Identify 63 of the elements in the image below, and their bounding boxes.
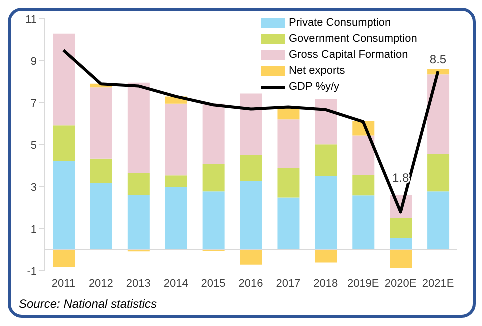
bar [390,250,412,268]
bar [428,192,450,250]
bar [428,154,450,192]
x-tick-label: 2013 [126,278,151,290]
y-tick-label: 3 [30,182,37,194]
bar [202,192,225,250]
bar [428,69,450,75]
bar [165,104,188,176]
x-tick-label: 2018 [314,278,338,290]
bar [390,238,412,250]
y-tick-label: 1 [30,224,37,236]
y-tick-label: -1 [27,266,37,278]
legend-label: Net exports [289,64,346,79]
bar [53,160,75,250]
x-tick-label: 2017 [276,278,301,290]
bar [315,250,338,263]
bar [240,250,262,265]
x-tick-label: 2011 [52,278,76,290]
bar [240,155,262,182]
bar [53,34,75,126]
y-tick-label: 9 [30,56,37,68]
x-tick-label: 2012 [88,278,114,290]
y-tick-label: 5 [30,140,37,152]
bar [202,164,225,192]
y-tick-label: 11 [26,14,37,26]
bar [128,174,150,195]
bar [315,144,338,176]
legend-label: Gross Capital Formation [289,48,408,63]
bar [278,198,300,250]
x-tick-label: 2019E [347,278,380,290]
bar [90,183,112,250]
bar [202,104,225,164]
data-label: 1.8 [392,171,410,186]
bar [165,187,188,250]
bar [352,175,375,196]
bar [352,136,375,176]
bar [390,218,412,238]
bar [128,82,150,174]
bar [90,158,112,184]
source-note: Source: National statistics [19,297,158,311]
bar [90,88,112,159]
legend-label: Government Consumption [289,32,418,47]
x-tick-label: 2020E [384,278,417,290]
bar [165,176,188,188]
x-tick-label: 2016 [238,278,264,290]
x-tick-label: 2014 [164,278,188,290]
bar [315,99,338,145]
legend-label: Private Consumption [289,16,392,31]
bar [240,94,262,156]
x-tick-label: 2021E [422,278,454,290]
bar [240,181,262,250]
bar [53,126,75,161]
bar [315,176,338,250]
legend-label: GDP %y/y [289,80,340,95]
bar [278,120,300,169]
bar [128,194,150,250]
bar [352,196,375,250]
bar [278,168,300,198]
data-label: 8.5 [430,52,447,66]
bar [53,250,75,268]
bar [428,74,450,154]
y-tick-label: 7 [30,98,37,110]
x-tick-label: 2015 [201,278,226,290]
